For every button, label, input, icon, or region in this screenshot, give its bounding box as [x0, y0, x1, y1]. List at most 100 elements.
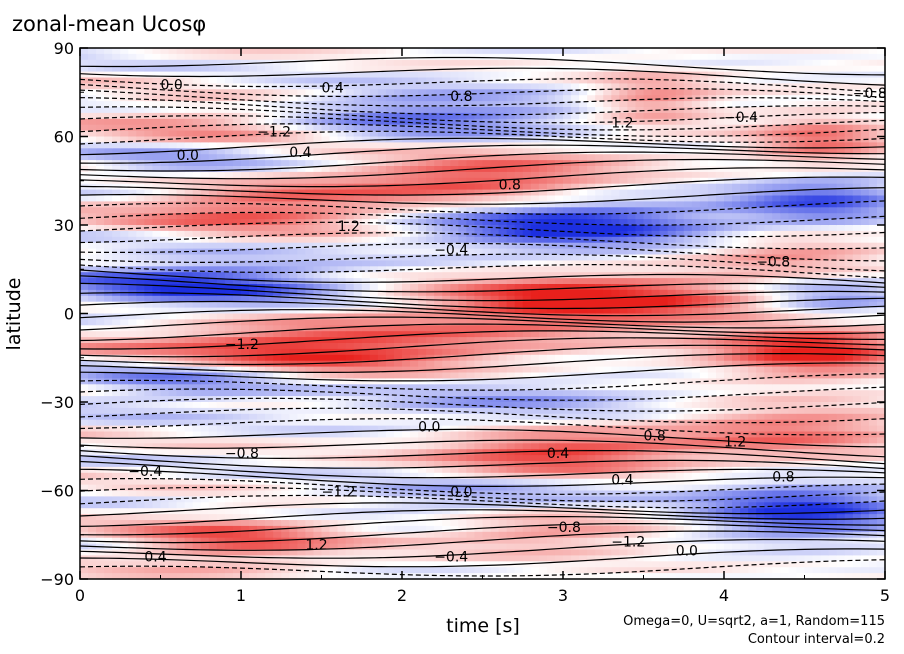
heatmap-cell	[490, 425, 500, 433]
heatmap-cell	[281, 413, 290, 421]
heatmap-cell	[466, 443, 476, 450]
heatmap-cell	[96, 118, 105, 126]
heatmap-cell	[88, 390, 97, 397]
heatmap-cell	[426, 325, 435, 332]
heatmap-cell	[402, 543, 411, 551]
heatmap-cell	[176, 537, 186, 545]
heatmap-cell	[289, 343, 298, 350]
heatmap-cell	[168, 455, 178, 462]
heatmap-cell	[514, 525, 524, 533]
heatmap-cell	[152, 319, 162, 326]
heatmap-cell	[466, 112, 476, 120]
heatmap-cell	[152, 390, 162, 397]
heatmap-cell	[160, 325, 170, 332]
heatmap-cell	[120, 236, 129, 244]
heatmap-cell	[369, 107, 379, 114]
heatmap-cell	[104, 425, 113, 433]
heatmap-cell	[410, 449, 419, 456]
heatmap-cell	[426, 154, 435, 161]
heatmap-cell	[434, 295, 443, 303]
heatmap-cell	[265, 171, 274, 179]
heatmap-cell	[458, 213, 467, 220]
heatmap-cell	[273, 496, 282, 503]
heatmap-cell	[241, 195, 250, 202]
heatmap-cell	[200, 455, 210, 462]
heatmap-cell	[474, 266, 484, 273]
heatmap-cell	[152, 71, 162, 79]
heatmap-cell	[120, 337, 129, 344]
heatmap-cell	[297, 472, 306, 480]
heatmap-cell	[369, 77, 379, 84]
heatmap-cell	[297, 130, 306, 138]
heatmap-cell	[337, 107, 347, 114]
heatmap-cell	[152, 101, 162, 108]
heatmap-cell	[458, 89, 467, 96]
heatmap-cell	[120, 343, 129, 350]
heatmap-cell	[160, 177, 170, 185]
heatmap-cell	[353, 236, 363, 244]
heatmap-cell	[482, 154, 492, 161]
heatmap-cell	[361, 118, 371, 126]
heatmap-cell	[273, 236, 282, 244]
heatmap-cell	[345, 466, 355, 474]
heatmap-cell	[522, 236, 532, 244]
heatmap-cell	[522, 225, 532, 232]
heatmap-cell	[144, 372, 154, 379]
heatmap-cell	[305, 71, 315, 79]
heatmap-cell	[281, 496, 290, 503]
heatmap-cell	[305, 89, 315, 96]
heatmap-cell	[241, 419, 250, 427]
heatmap-cell	[112, 402, 121, 409]
heatmap-cell	[329, 171, 339, 179]
heatmap-cell	[345, 230, 355, 238]
heatmap-cell	[176, 402, 186, 409]
heatmap-cell	[361, 230, 371, 238]
heatmap-cell	[522, 107, 532, 114]
heatmap-cell	[208, 160, 218, 167]
heatmap-cell	[257, 331, 266, 338]
heatmap-cell	[224, 118, 234, 126]
heatmap-cell	[402, 183, 411, 191]
heatmap-cell	[289, 266, 298, 273]
heatmap-cell	[136, 478, 145, 486]
heatmap-cell	[120, 331, 129, 338]
heatmap-cell	[369, 396, 379, 403]
heatmap-cell	[466, 89, 476, 96]
heatmap-cell	[361, 254, 371, 261]
heatmap-cell	[418, 136, 427, 143]
heatmap-cell	[297, 201, 306, 208]
heatmap-cell	[490, 543, 500, 551]
heatmap-cell	[410, 407, 419, 415]
heatmap-cell	[393, 466, 403, 474]
heatmap-cell	[313, 478, 323, 486]
heatmap-cell	[216, 195, 226, 202]
heatmap-cell	[385, 59, 395, 67]
heatmap-cell	[136, 89, 145, 96]
heatmap-cell	[329, 407, 339, 415]
heatmap-cell	[216, 278, 226, 285]
heatmap-cell	[337, 213, 347, 220]
heatmap-cell	[88, 325, 97, 332]
heatmap-cell	[208, 396, 218, 403]
heatmap-cell	[458, 531, 467, 539]
heatmap-cell	[273, 549, 282, 556]
heatmap-cell	[249, 171, 258, 179]
heatmap-cell	[490, 242, 500, 250]
heatmap-cell	[273, 478, 282, 486]
heatmap-cell	[321, 142, 331, 149]
heatmap-cell	[241, 466, 250, 474]
heatmap-cell	[377, 449, 387, 456]
heatmap-cell	[329, 390, 339, 397]
heatmap-cell	[353, 419, 363, 427]
heatmap-cell	[88, 230, 97, 238]
heatmap-cell	[514, 130, 524, 138]
heatmap-cell	[184, 514, 194, 521]
heatmap-cell	[321, 366, 331, 374]
heatmap-cell	[224, 396, 234, 403]
heatmap-cell	[313, 531, 323, 539]
heatmap-cell	[506, 508, 516, 515]
heatmap-cell	[369, 166, 379, 173]
heatmap-cell	[450, 71, 459, 79]
heatmap-cell	[450, 207, 459, 214]
heatmap-cell	[490, 319, 500, 326]
